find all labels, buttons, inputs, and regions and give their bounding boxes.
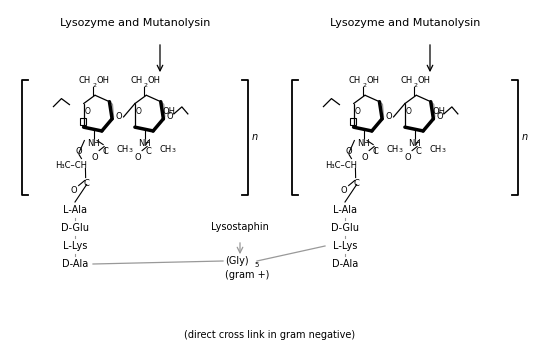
Text: 3: 3 xyxy=(398,148,402,152)
Text: OH: OH xyxy=(432,108,445,117)
Text: 2: 2 xyxy=(143,83,147,88)
Text: C: C xyxy=(84,179,89,188)
Text: CH: CH xyxy=(116,144,128,153)
Text: 3: 3 xyxy=(441,148,445,152)
Text: NH: NH xyxy=(408,139,421,148)
Text: n: n xyxy=(252,133,258,142)
Text: O: O xyxy=(355,107,361,116)
Text: n: n xyxy=(522,133,528,142)
Text: L-Ala: L-Ala xyxy=(333,205,357,215)
Text: H₃C–CH: H₃C–CH xyxy=(56,160,87,169)
Text: L-Ala: L-Ala xyxy=(63,205,87,215)
Text: O: O xyxy=(345,147,353,156)
Text: NH: NH xyxy=(357,139,369,148)
Text: D-Ala: D-Ala xyxy=(62,259,88,269)
Text: O: O xyxy=(405,152,411,161)
Text: (direct cross link in gram negative): (direct cross link in gram negative) xyxy=(184,330,355,340)
Text: O: O xyxy=(437,112,443,121)
Text: NH: NH xyxy=(87,139,100,148)
Text: Lysostaphin: Lysostaphin xyxy=(211,222,269,232)
Text: Lysozyme and Mutanolysin: Lysozyme and Mutanolysin xyxy=(60,18,210,28)
Text: OH: OH xyxy=(417,76,431,85)
Text: O: O xyxy=(362,152,369,161)
Text: O: O xyxy=(340,185,347,195)
Text: O: O xyxy=(135,152,141,161)
Text: CH: CH xyxy=(130,76,142,85)
Text: D-Ala: D-Ala xyxy=(332,259,358,269)
Text: Lysozyme and Mutanolysin: Lysozyme and Mutanolysin xyxy=(330,18,480,28)
Text: CH: CH xyxy=(79,76,91,85)
Bar xyxy=(350,118,356,125)
Text: CH: CH xyxy=(349,76,361,85)
Text: C: C xyxy=(145,147,151,156)
Text: C: C xyxy=(102,147,108,156)
Text: CH: CH xyxy=(386,144,398,153)
Text: C: C xyxy=(415,147,421,156)
Text: O: O xyxy=(92,152,99,161)
Text: C: C xyxy=(354,179,360,188)
Text: OH: OH xyxy=(96,76,109,85)
Text: OH: OH xyxy=(366,76,379,85)
Text: L-Lys: L-Lys xyxy=(333,241,357,251)
Text: OH: OH xyxy=(147,76,161,85)
Text: O: O xyxy=(136,107,142,116)
Text: NH: NH xyxy=(138,139,151,148)
Text: O: O xyxy=(85,107,91,116)
Text: CH: CH xyxy=(159,144,171,153)
Text: OH: OH xyxy=(162,108,175,117)
Text: O: O xyxy=(167,112,173,121)
Text: (Gly): (Gly) xyxy=(225,256,248,266)
Text: O: O xyxy=(75,147,82,156)
Text: 2: 2 xyxy=(362,83,366,88)
Text: C: C xyxy=(372,147,378,156)
Text: 5: 5 xyxy=(254,262,258,268)
Text: D-Glu: D-Glu xyxy=(61,223,89,233)
Bar xyxy=(80,118,86,125)
Text: 3: 3 xyxy=(171,148,175,152)
Text: 2: 2 xyxy=(413,83,417,88)
Text: O: O xyxy=(70,185,77,195)
Text: H₃C–CH: H₃C–CH xyxy=(326,160,357,169)
Text: (gram +): (gram +) xyxy=(225,270,270,280)
Text: 2: 2 xyxy=(92,83,96,88)
Text: D-Glu: D-Glu xyxy=(331,223,359,233)
Text: O: O xyxy=(406,107,412,116)
Text: L-Lys: L-Lys xyxy=(63,241,87,251)
Text: O: O xyxy=(385,112,392,121)
Text: O: O xyxy=(115,112,122,121)
Text: CH: CH xyxy=(400,76,412,85)
Text: CH: CH xyxy=(429,144,441,153)
Text: 3: 3 xyxy=(128,148,132,152)
